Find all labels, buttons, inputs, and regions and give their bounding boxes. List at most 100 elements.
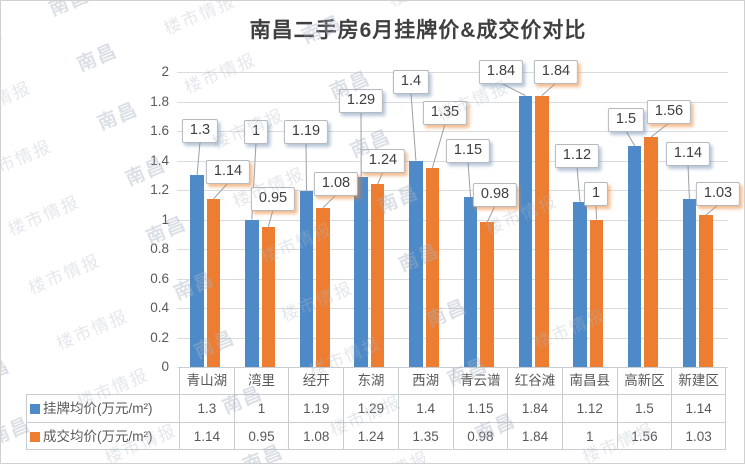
y-axis-tick-label: 1.8	[150, 93, 169, 109]
table-value-cell: 1.56	[616, 422, 672, 450]
callout-leader-line	[377, 171, 384, 185]
table-value-cell: 1.03	[671, 422, 726, 450]
callout-leader-line	[267, 209, 274, 228]
gridline	[177, 190, 728, 191]
data-label-deal-6: 1.84	[533, 60, 579, 84]
data-label-deal-4: 1.35	[422, 101, 468, 125]
data-label-listing-6: 1.84	[478, 60, 524, 84]
table-value-cell: 1.12	[561, 394, 617, 422]
table-value-cell: 1.4	[397, 394, 453, 422]
table-category-cell: 青云谱	[452, 367, 508, 394]
y-axis-tick-label: 0.6	[150, 270, 169, 286]
callout-leader-line	[213, 182, 229, 200]
table-value-cell: 1	[233, 394, 289, 422]
data-label-listing-0: 1.3	[181, 119, 219, 143]
y-axis-tick-label: 1.2	[150, 182, 169, 197]
table-value-cell: 1.24	[343, 422, 398, 450]
gridline	[177, 308, 728, 309]
table-category-cell: 东湖	[343, 367, 398, 394]
table-value-cell: 1.84	[507, 394, 562, 422]
callout-leader-line	[467, 161, 472, 198]
callout-leader-line	[500, 82, 526, 97]
table-value-cell: 1.19	[288, 394, 344, 422]
data-label-deal-8: 1.56	[646, 100, 692, 124]
bar-deal-7	[589, 219, 604, 367]
bar-listing-3	[354, 176, 368, 367]
bar-listing-2	[299, 191, 314, 367]
table-value-cell: 1.08	[288, 422, 344, 450]
bar-deal-2	[316, 207, 330, 367]
table-value-cell: 1.35	[397, 422, 453, 450]
callout-leader-line	[541, 82, 557, 96]
table-category-cell: 经开	[288, 367, 344, 394]
callout-leader-line	[687, 164, 690, 199]
bar-listing-5	[463, 197, 478, 367]
bar-listing-6	[518, 95, 533, 367]
y-axis-tick-label: 1.6	[150, 123, 169, 138]
data-label-deal-2: 1.08	[313, 172, 359, 196]
table-category-cell: 高新区	[616, 367, 672, 394]
bar-deal-1	[261, 226, 276, 367]
table-value-cell: 1	[561, 422, 617, 450]
y-axis-tick-label: 0	[161, 359, 169, 374]
table-category-cell: 西湖	[397, 367, 453, 394]
data-label-deal-7: 1	[583, 182, 609, 206]
table-value-cell: 1.14	[671, 394, 726, 422]
data-label-listing-3: 1.29	[338, 89, 384, 113]
table-value-cell: 1.15	[452, 394, 508, 422]
legend-listing-row-label: 挂牌均价(万元/m²)	[26, 394, 179, 422]
table-category-cell: 湾里	[233, 367, 289, 394]
bar-deal-5	[480, 222, 494, 367]
callout-leader-line	[705, 204, 719, 216]
y-axis-tick-label: 0.4	[150, 300, 169, 315]
data-label-deal-5: 0.98	[472, 183, 518, 207]
y-axis-tick-label: 0.8	[150, 241, 169, 256]
table-value-cell: 1.84	[507, 422, 562, 450]
data-label-listing-9: 1.14	[665, 142, 711, 166]
bar-listing-0	[190, 175, 204, 367]
table-value-cell: 0.98	[452, 422, 508, 450]
data-label-deal-3: 1.24	[360, 149, 406, 173]
data-label-deal-0: 1.14	[205, 160, 251, 184]
y-axis-tick-label: 0.2	[150, 329, 169, 345]
callout-leader-line	[486, 205, 496, 223]
table-category-cell: 青山湖	[179, 367, 234, 394]
gridline	[177, 131, 728, 132]
callout-leader-line	[431, 123, 446, 169]
callout-leader-line	[595, 204, 597, 220]
bar-listing-8	[627, 145, 642, 367]
y-axis-tick-label: 1.4	[150, 152, 169, 168]
callout-leader-line	[322, 194, 337, 209]
callout-leader-line	[625, 130, 636, 147]
y-axis-tick-label: 1	[161, 211, 169, 227]
chart-title: 南昌二手房6月挂牌价&成交价对比	[249, 19, 587, 42]
gridline	[177, 219, 728, 221]
bar-deal-0	[206, 198, 221, 367]
y-axis-tick-label: 2	[161, 64, 169, 79]
gridline	[177, 72, 728, 73]
table-value-cell: 0.95	[233, 422, 289, 450]
data-label-deal-9: 1.03	[695, 182, 741, 206]
bar-listing-7	[573, 201, 587, 367]
table-value-cell: 1.5	[616, 394, 672, 422]
bar-deal-8	[644, 136, 658, 367]
table-category-cell: 南昌县	[561, 367, 617, 394]
table-value-cell: 1.14	[179, 422, 234, 450]
data-label-deal-1: 0.95	[250, 187, 296, 211]
table-category-cell: 红谷滩	[507, 367, 562, 394]
callout-leader-line	[576, 166, 581, 202]
table-value-cell: 1.3	[179, 394, 234, 422]
bar-deal-3	[370, 184, 385, 367]
legend-deal-swatch	[30, 432, 40, 442]
data-label-listing-5: 1.15	[445, 139, 491, 163]
bar-deal-4	[425, 167, 440, 367]
data-label-listing-8: 1.5	[607, 108, 645, 132]
bar-listing-4	[409, 160, 423, 367]
callout-leader-line	[305, 142, 307, 192]
data-label-listing-1: 1	[243, 120, 269, 144]
table-value-cell: 1.29	[343, 394, 398, 422]
gridline	[177, 278, 728, 280]
callout-leader-line	[410, 92, 417, 161]
